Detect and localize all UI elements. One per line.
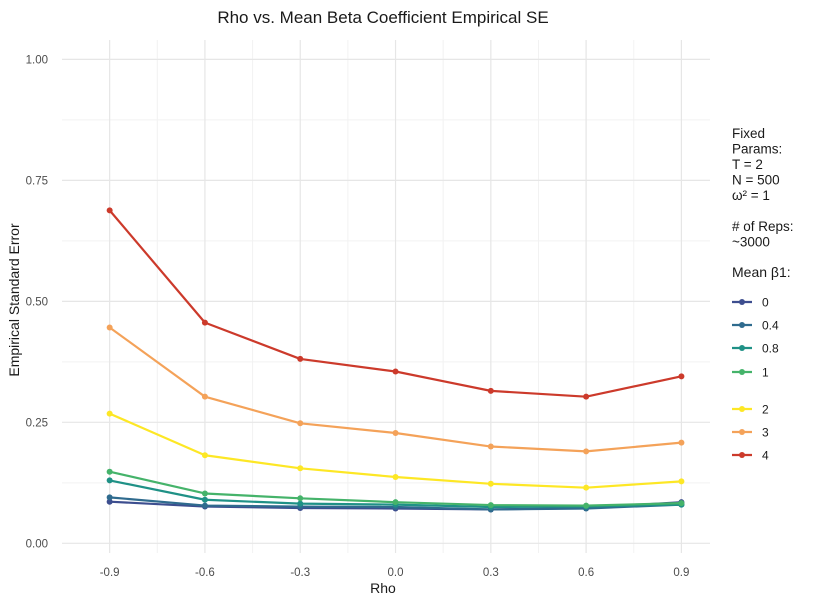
legend-key-0.4: 0.4 xyxy=(732,319,779,333)
x-tick-label: 0.9 xyxy=(673,567,689,579)
legend-header-line: # of Reps: xyxy=(732,219,794,234)
data-point xyxy=(392,499,399,506)
x-tick-label: 0.6 xyxy=(578,567,594,579)
y-tick-label: 0.25 xyxy=(26,417,48,429)
data-point xyxy=(106,498,113,505)
legend-header-line: N = 500 xyxy=(732,173,780,188)
data-point xyxy=(583,448,590,455)
legend-key-point xyxy=(739,452,745,458)
grid xyxy=(62,40,710,553)
series-2 xyxy=(106,410,685,491)
legend-key-point xyxy=(739,322,745,328)
legend-key-point xyxy=(739,429,745,435)
legend-key-1: 1 xyxy=(732,366,769,380)
data-point xyxy=(392,429,399,436)
data-point xyxy=(678,478,685,485)
data-point xyxy=(678,373,685,380)
data-point xyxy=(487,443,494,450)
data-point xyxy=(201,502,208,509)
data-point xyxy=(106,494,113,501)
data-point xyxy=(678,500,685,507)
legend-key-point xyxy=(739,406,745,412)
y-tick-label: 1.00 xyxy=(26,54,48,66)
x-tick-label: -0.6 xyxy=(195,567,215,579)
legend-key-3: 3 xyxy=(732,426,769,440)
x-tick-label: 0.3 xyxy=(483,567,499,579)
data-point xyxy=(106,324,113,331)
data-point xyxy=(487,502,494,509)
data-point xyxy=(106,410,113,417)
legend-key-2: 2 xyxy=(732,403,769,417)
data-point xyxy=(487,480,494,487)
legend-header-line: Fixed xyxy=(732,126,765,141)
legend-label: 1 xyxy=(762,366,769,380)
legend-label: 4 xyxy=(762,449,769,463)
data-point xyxy=(201,496,208,503)
y-tick-label: 0.00 xyxy=(26,538,48,550)
data-point xyxy=(583,484,590,491)
data-point xyxy=(297,495,304,502)
data-point xyxy=(201,490,208,497)
legend-label: 2 xyxy=(762,403,769,417)
x-tick-label: 0.0 xyxy=(388,567,404,579)
axes: -0.9 -0.6 -0.3 0.0 0.3 0.6 0.9 0.00 0.25 0.50 0.75… xyxy=(26,54,690,579)
legend-title: Mean β1: xyxy=(732,264,791,280)
legend-key-0: 0 xyxy=(732,296,769,310)
series-group xyxy=(106,207,685,513)
data-point xyxy=(297,420,304,427)
data-point xyxy=(583,502,590,509)
x-tick-label: -0.9 xyxy=(100,567,120,579)
x-tick-label: -0.3 xyxy=(290,567,310,579)
y-tick-label: 0.50 xyxy=(26,296,48,308)
chart-title: Rho vs. Mean Beta Coefficient Empirical … xyxy=(217,8,548,27)
data-point xyxy=(487,387,494,394)
data-point xyxy=(201,452,208,459)
data-point xyxy=(392,368,399,375)
data-point xyxy=(201,393,208,400)
y-tick-label: 0.75 xyxy=(26,175,48,187)
data-point xyxy=(297,355,304,362)
data-point xyxy=(201,319,208,326)
data-point xyxy=(583,393,590,400)
legend-header-line: ~3000 xyxy=(732,235,770,250)
legend-header-line: ω² = 1 xyxy=(732,188,770,203)
legend-key-point xyxy=(739,299,745,305)
legend-key-point xyxy=(739,345,745,351)
data-point xyxy=(106,477,113,484)
legend-label: 0.4 xyxy=(762,319,779,333)
legend-key-4: 4 xyxy=(732,449,769,463)
series-3 xyxy=(106,324,685,455)
x-axis-label: Rho xyxy=(370,580,396,596)
series-4 xyxy=(106,207,685,400)
data-point xyxy=(678,439,685,446)
data-point xyxy=(392,474,399,481)
legend-label: 0 xyxy=(762,296,769,310)
legend-header-line: Params: xyxy=(732,142,782,157)
data-point xyxy=(106,207,113,214)
legend-header-line: T = 2 xyxy=(732,157,763,172)
legend-label: 3 xyxy=(762,426,769,440)
series-1 xyxy=(106,468,685,509)
data-point xyxy=(297,500,304,507)
legend-label: 0.8 xyxy=(762,342,779,356)
data-point xyxy=(106,468,113,475)
legend-key-point xyxy=(739,369,745,375)
y-axis-label: Empirical Standard Error xyxy=(6,223,22,377)
legend-key-0.8: 0.8 xyxy=(732,342,779,356)
data-point xyxy=(297,465,304,472)
